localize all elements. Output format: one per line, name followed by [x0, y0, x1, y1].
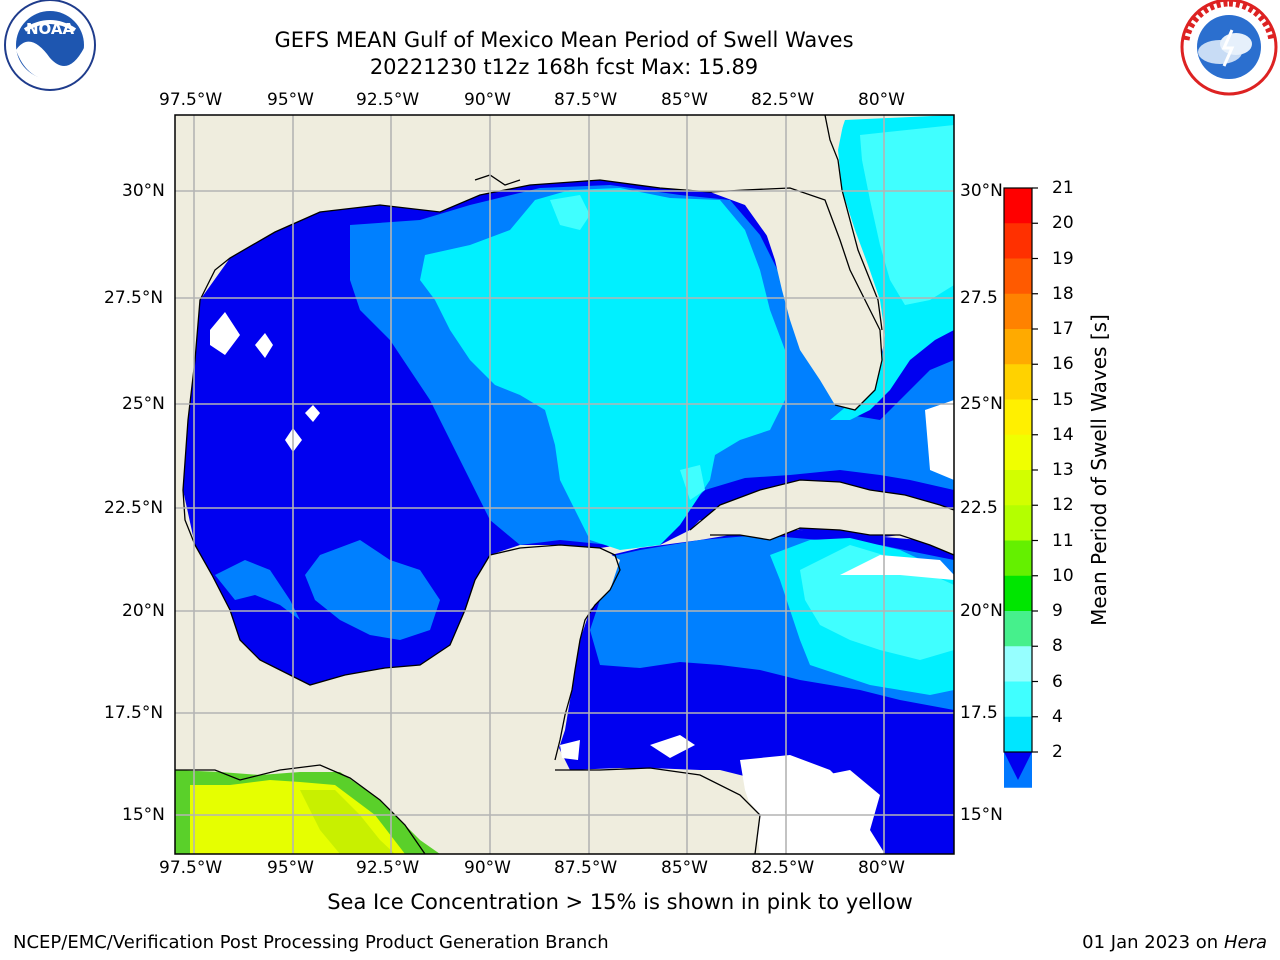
colorbar: [1003, 187, 1038, 788]
colorbar-tick-label: 15: [1052, 389, 1074, 410]
gulf-cyan-region: [420, 188, 785, 550]
colorbar-extend-triangle: [1004, 752, 1032, 780]
lon-label: 95°W: [267, 90, 314, 110]
lat-label: 22.5°N: [104, 498, 164, 518]
lon-label: 82.5°W: [751, 90, 815, 110]
lon-label: 90°W: [464, 858, 511, 878]
lat-label: 30°N: [122, 181, 165, 201]
lat-label: 27.5°N: [104, 288, 164, 308]
colorbar-segment: [1004, 434, 1032, 471]
lon-label: 82.5°W: [751, 858, 815, 878]
lon-label: 85°W: [661, 90, 708, 110]
footer-date: 01 Jan 2023 on Hera: [1082, 932, 1267, 953]
colorbar-tick-label: 13: [1052, 460, 1074, 480]
colorbar-tick-label: 4: [1052, 706, 1063, 727]
footer-date-text: 01 Jan 2023 on: [1082, 932, 1224, 953]
footer-branch: NCEP/EMC/Verification Post Processing Pr…: [13, 932, 609, 953]
colorbar-segment: [1004, 646, 1032, 682]
colorbar-segment: [1004, 716, 1032, 753]
lat-label: 27.5: [960, 288, 998, 308]
colorbar-segment: [1004, 399, 1032, 436]
lon-label: 97.5°W: [159, 858, 223, 878]
colorbar-segment: [1004, 293, 1032, 330]
gulf-light-cyan-patch: [550, 195, 590, 230]
colorbar-tick-label: 18: [1052, 283, 1074, 304]
ice-note: Sea Ice Concentration > 15% is shown in …: [0, 890, 1280, 914]
colorbar-tick-label: 9: [1052, 601, 1063, 621]
colorbar-segment: [1004, 575, 1032, 612]
lat-label: 15°N: [960, 805, 1003, 825]
colorbar-segment: [1004, 223, 1032, 259]
lon-label: 80°W: [858, 90, 905, 110]
noaa-logo: NOAA: [4, 0, 96, 91]
colorbar-segment: [1004, 258, 1032, 295]
lon-label: 80°W: [858, 858, 905, 878]
colorbar-tick-label: 17: [1052, 319, 1074, 339]
map-title: GEFS MEAN Gulf of Mexico Mean Period of …: [274, 28, 854, 52]
colorbar-tick-label: 10: [1052, 565, 1074, 586]
colorbar-tick-label: 21: [1052, 178, 1074, 198]
lat-label: 30°N: [960, 181, 1003, 201]
lon-label: 87.5°W: [554, 858, 618, 878]
lat-label: 17.5°N: [104, 703, 164, 723]
map-panel: [175, 115, 954, 854]
lat-label: 20°N: [960, 601, 1003, 621]
lon-label: 92.5°W: [356, 858, 420, 878]
colorbar-segment: [1004, 611, 1032, 647]
cuba-land: [690, 480, 954, 555]
lon-label: 90°W: [464, 90, 511, 110]
lon-label: 92.5°W: [356, 90, 420, 110]
gulf-sw-medium-blue-patch: [305, 540, 440, 640]
colorbar-segment: [1004, 540, 1032, 577]
ice-note-text: Sea Ice Concentration > 15% is shown in …: [327, 890, 913, 914]
colorbar-segment: [1004, 188, 1032, 224]
colorbar-label: Mean Period of Swell Waves [s]: [1087, 314, 1111, 626]
colorbar-tick-label: 19: [1052, 248, 1074, 269]
lon-label: 95°W: [267, 858, 314, 878]
colorbar-tick-label: 6: [1052, 671, 1063, 692]
colorbar-tick-label: 20: [1052, 213, 1074, 234]
colorbar-tick-label: 14: [1052, 424, 1074, 445]
map-subtitle: 20221230 t12z 168h fcst Max: 15.89: [369, 55, 759, 79]
lon-label: 87.5°W: [554, 90, 618, 110]
lon-label: 85°W: [661, 858, 708, 878]
noaa-logo-text: NOAA: [26, 20, 75, 38]
ice-lime-patch: [300, 790, 395, 854]
colorbar-segment: [1004, 681, 1032, 718]
colorbar-tick-label: 2: [1052, 742, 1063, 762]
lat-label: 25°N: [122, 394, 165, 414]
colorbar-tick-label: 12: [1052, 495, 1074, 516]
lat-label: 22.5: [960, 498, 998, 518]
colorbar-tick-label: 16: [1052, 354, 1074, 375]
lat-label: 15°N: [122, 805, 165, 825]
gulf-west-medium-blue-patch: [215, 560, 300, 620]
no-data-patches: [210, 312, 954, 854]
florida-land: [745, 188, 882, 410]
colorbar-tick-label: 8: [1052, 636, 1063, 657]
lat-label: 20°N: [122, 601, 165, 621]
colorbar-tick-label: 11: [1052, 530, 1074, 551]
lon-label: 97.5°W: [159, 90, 223, 110]
colorbar-segment: [1004, 364, 1032, 400]
yucatan-land: [430, 545, 620, 800]
map-frame: [174, 114, 955, 855]
colorbar-segment: [1004, 505, 1032, 541]
gridlines: [175, 115, 954, 854]
lat-label: 17.5: [960, 703, 998, 723]
nws-logo: [1180, 0, 1278, 96]
lat-label: 25°N: [960, 394, 1003, 414]
colorbar-segment: [1004, 470, 1032, 506]
colorbar-segment: [1004, 329, 1032, 365]
coastlines: [175, 115, 954, 854]
footer-machine: Hera: [1223, 932, 1267, 953]
